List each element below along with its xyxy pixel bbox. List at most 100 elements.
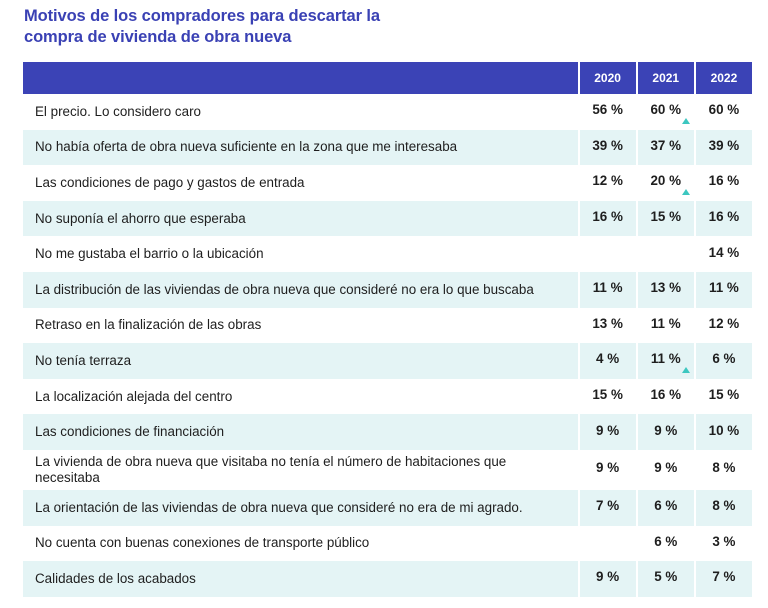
value-cell-2020: 9 % bbox=[577, 561, 636, 597]
value-cell-2021: 60 % bbox=[635, 94, 694, 130]
value-cell-2022: 8 % bbox=[693, 489, 752, 526]
table-row: Las condiciones de financiación 9 % 9 % 10 … bbox=[23, 414, 752, 450]
value-cell-2022: 14 % bbox=[693, 236, 752, 272]
value-text: 9 % bbox=[596, 460, 620, 476]
value-cell-2021: 6 % bbox=[635, 489, 694, 526]
value-text: 6 % bbox=[654, 498, 678, 514]
value-cell-2022: 7 % bbox=[693, 561, 752, 597]
value-cell-2020: 12 % bbox=[577, 165, 636, 201]
value-cell-2022: 6 % bbox=[693, 343, 752, 379]
value-text: 39 % bbox=[708, 137, 740, 153]
value-text: 6 % bbox=[712, 351, 736, 367]
value-text: 16 % bbox=[708, 209, 740, 225]
table-row: No había oferta de obra nueva suficiente… bbox=[23, 129, 752, 166]
value-text: 12 % bbox=[708, 315, 740, 331]
value-cell-2021: 5 % bbox=[635, 561, 694, 597]
table-row: La localización alejada del centro 15 % 16… bbox=[23, 378, 752, 415]
table-header: 2020 2021 2022 bbox=[23, 62, 752, 94]
column-header-2021: 2021 bbox=[635, 62, 694, 94]
value-text: 9 % bbox=[654, 422, 678, 438]
value-cell-2021: 20 % bbox=[635, 165, 694, 201]
value-text: 12 % bbox=[592, 173, 623, 189]
header-row: 2020 2021 2022 bbox=[23, 62, 752, 94]
value-text: 9 % bbox=[596, 422, 620, 438]
value-text: 60 % bbox=[650, 102, 682, 118]
value-cell-2022: 11 % bbox=[693, 271, 752, 308]
value-cell-2021: 6 % bbox=[635, 525, 694, 562]
value-text: 5 % bbox=[654, 569, 678, 585]
value-cell-2020: 7 % bbox=[577, 489, 636, 526]
value-text: 9 % bbox=[596, 569, 620, 585]
increase-triangle-icon bbox=[681, 117, 690, 124]
table-row: La vivienda de obra nueva que visitaba n… bbox=[23, 449, 752, 490]
value-text: 13 % bbox=[592, 315, 623, 331]
column-header-2020: 2020 bbox=[577, 62, 636, 94]
value-text: 16 % bbox=[592, 209, 623, 225]
chart-title: Motivos de los compradores para descarta… bbox=[24, 6, 584, 48]
table-row: La orientación de las viviendas de obra … bbox=[23, 489, 752, 526]
value-cell-2020: 9 % bbox=[577, 449, 636, 490]
row-label: No cuenta con buenas conexiones de trans… bbox=[23, 525, 578, 562]
table-row: Calidades de los acabados 9 % 5 % 7 % bbox=[23, 561, 752, 597]
value-cell-2020 bbox=[577, 236, 636, 272]
value-text: 8 % bbox=[712, 460, 736, 476]
value-cell-2020: 15 % bbox=[577, 378, 636, 415]
value-cell-2021: 11 % bbox=[635, 307, 694, 344]
value-text: 16 % bbox=[708, 173, 740, 189]
value-text: 3 % bbox=[712, 533, 736, 549]
value-cell-2021: 11 % bbox=[635, 343, 694, 379]
value-text: 9 % bbox=[654, 460, 678, 476]
value-cell-2021: 9 % bbox=[635, 449, 694, 490]
value-text: 15 % bbox=[708, 387, 740, 403]
table-row: Las condiciones de pago y gastos de entr… bbox=[23, 165, 752, 201]
value-text: 20 % bbox=[650, 173, 682, 189]
value-cell-2022: 8 % bbox=[693, 449, 752, 490]
value-text: 11 % bbox=[709, 280, 739, 296]
value-text: 14 % bbox=[708, 244, 740, 260]
row-label: La distribución de las viviendas de obra… bbox=[23, 271, 578, 308]
value-text: 11 % bbox=[650, 351, 681, 367]
table-row: No cuenta con buenas conexiones de trans… bbox=[23, 525, 752, 562]
value-text: 13 % bbox=[650, 280, 682, 296]
value-cell-2021: 9 % bbox=[635, 414, 694, 450]
value-cell-2021: 37 % bbox=[635, 129, 694, 166]
value-text: 60 % bbox=[708, 102, 740, 118]
table-row: La distribución de las viviendas de obra… bbox=[23, 271, 752, 308]
table-row: Retraso en la finalización de las obras 1… bbox=[23, 307, 752, 344]
value-text: 37 % bbox=[650, 137, 682, 153]
table-row: No me gustaba el barrio o la ubicación 14… bbox=[23, 236, 752, 272]
row-label: No me gustaba el barrio o la ubicación bbox=[23, 236, 578, 272]
value-cell-2020: 9 % bbox=[577, 414, 636, 450]
value-text: 15 % bbox=[650, 209, 682, 225]
table-row: No suponía el ahorro que esperaba 16 % 15 … bbox=[23, 200, 752, 237]
value-text: 4 % bbox=[596, 351, 620, 367]
value-cell-2021: 13 % bbox=[635, 271, 694, 308]
value-text: 8 % bbox=[712, 498, 736, 514]
value-cell-2020: 56 % bbox=[577, 94, 636, 130]
row-label: Calidades de los acabados bbox=[23, 561, 578, 597]
header-blank-cell bbox=[23, 62, 578, 94]
row-label: No había oferta de obra nueva suficiente… bbox=[23, 129, 578, 166]
row-label: El precio. Lo considero caro bbox=[23, 94, 578, 130]
row-label: Las condiciones de financiación bbox=[23, 414, 578, 450]
value-text: 15 % bbox=[592, 387, 623, 403]
value-cell-2022: 15 % bbox=[693, 378, 752, 415]
value-cell-2021 bbox=[635, 236, 694, 272]
value-cell-2020: 4 % bbox=[577, 343, 636, 379]
value-text: 7 % bbox=[596, 498, 620, 514]
value-cell-2020: 39 % bbox=[577, 129, 636, 166]
chart-title-line: Motivos de los compradores para descarta… bbox=[24, 7, 380, 25]
row-label: No tenía terraza bbox=[23, 343, 578, 379]
value-text: 10 % bbox=[708, 422, 740, 438]
value-cell-2020: 11 % bbox=[577, 271, 636, 308]
row-label: Las condiciones de pago y gastos de entr… bbox=[23, 165, 578, 201]
value-cell-2022: 16 % bbox=[693, 165, 752, 201]
chart-title-line: compra de vivienda de obra nueva bbox=[24, 28, 292, 46]
row-label: La localización alejada del centro bbox=[23, 378, 578, 415]
value-cell-2022: 3 % bbox=[693, 525, 752, 562]
value-cell-2022: 16 % bbox=[693, 200, 752, 237]
table-body: El precio. Lo considero caro 56 % 60 % 60 %… bbox=[23, 94, 752, 597]
table-row: El precio. Lo considero caro 56 % 60 % 60 % bbox=[23, 94, 752, 130]
value-cell-2022: 60 % bbox=[693, 94, 752, 130]
value-cell-2022: 39 % bbox=[693, 129, 752, 166]
